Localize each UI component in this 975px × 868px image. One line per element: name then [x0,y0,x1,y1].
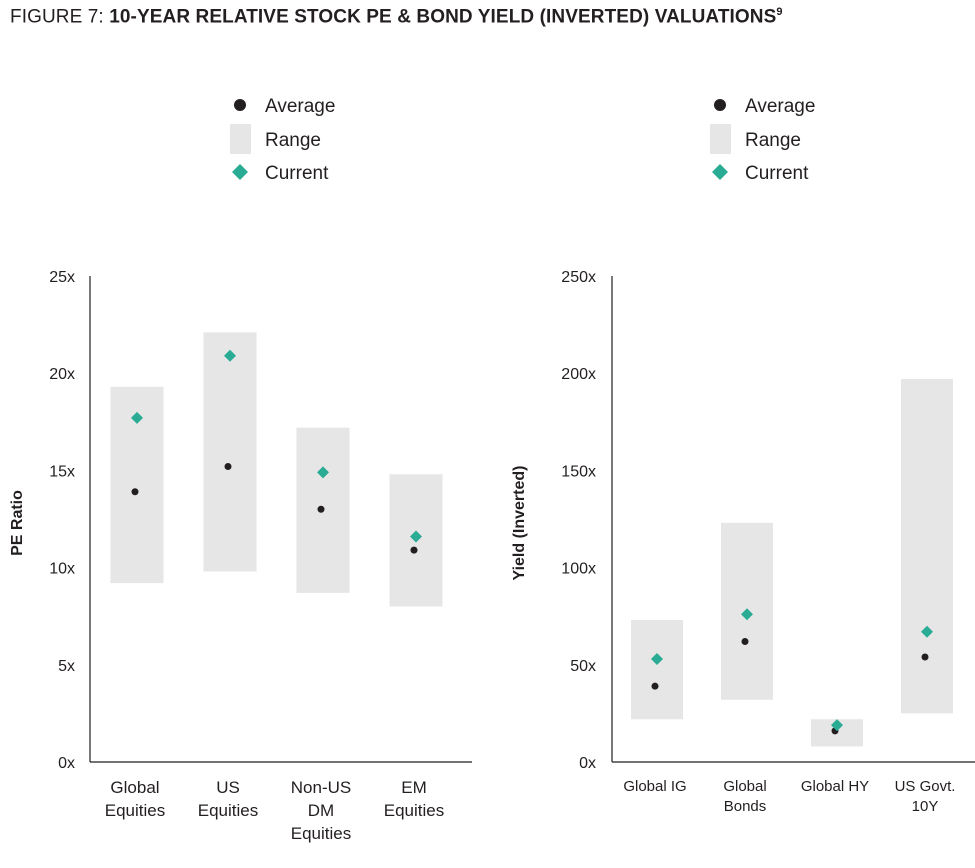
chart2-range-bar [901,379,953,714]
chart2-legend-current-label: Current [745,163,809,184]
chart1-legend-range-label: Range [265,130,321,151]
chart2-category-label: US Govt. [895,778,956,795]
chart1-y-axis-title: PE Ratio [9,490,26,556]
chart1-category-label: Equities [198,801,258,820]
chart2-y-tick-label: 0x [579,755,596,772]
chart2-current-point [741,608,753,621]
chart2-y-tick-label: 200x [561,366,596,383]
chart1-category-label: DM [308,801,334,820]
chart1-legend-average-label: Average [265,96,335,117]
chart1-average-point [224,463,232,471]
chart1-y-tick-label: 20x [49,366,75,383]
figure-heading: 10-YEAR RELATIVE STOCK PE & BOND YIELD (… [109,6,777,28]
chart1-category-label: US [216,778,240,797]
chart2-y-tick-label: 100x [561,561,596,578]
chart2-average-point [651,682,659,690]
chart1-y-tick-label: 0x [58,755,75,772]
chart1-category-label: EM [401,778,427,797]
chart1-range-bar [203,332,257,572]
chart1-category-label: Equities [291,824,351,843]
chart1-category-label: Global [110,778,159,797]
chart2-legend-average-label: Average [745,96,815,117]
chart2-category-label: Global IG [623,778,686,795]
chart2-legend-current-marker [712,164,728,180]
chart2-y-tick-label: 150x [561,463,596,480]
chart1-current-point [410,530,422,543]
chart2-category-label: Global [723,778,766,795]
chart1-average-point [410,546,418,554]
chart1-y-tick-label: 5x [58,658,75,675]
chart2-current-point [831,719,843,732]
chart2-category-label: Global HY [801,778,869,795]
chart2-current-point [651,652,663,665]
chart1-category-label: Non-US [291,778,351,797]
chart1-legend-average-marker [234,99,246,111]
chart2-average-point [921,653,929,661]
chart1-average-point [317,505,325,513]
footnote-marker: 9 [776,6,783,18]
chart1-y-tick-label: 15x [49,463,75,480]
chart1-y-tick-label: 25x [49,269,75,286]
chart2-current-point [921,625,933,638]
chart1-legend-range-swatch [230,124,251,154]
chart2-category-label: Bonds [724,798,767,815]
chart2-category-label: 10Y [912,798,939,815]
chart1-legend-current-label: Current [265,163,329,184]
chart2-legend-range-swatch [710,124,731,154]
figure-title: FIGURE 7: 10-YEAR RELATIVE STOCK PE & BO… [10,6,783,28]
chart1-current-point [317,466,329,479]
chart2-legend-range-label: Range [745,130,801,151]
chart2-legend-average-marker [714,99,726,111]
chart1-category-label: Equities [384,801,444,820]
chart2-y-axis-title: Yield (Inverted) [511,466,528,581]
chart1-current-point [224,349,236,362]
chart1-y-tick-label: 10x [49,561,75,578]
chart1-category-label: Equities [105,801,165,820]
chart2-y-tick-label: 250x [561,269,596,286]
figure-number: FIGURE 7: [10,6,110,28]
chart1-current-point [131,411,143,424]
chart2-y-tick-label: 50x [570,658,596,675]
chart2-average-point [741,637,749,645]
chart1-average-point [131,488,139,496]
chart2-range-bar [631,620,683,720]
chart1-legend-current-marker [232,164,248,180]
